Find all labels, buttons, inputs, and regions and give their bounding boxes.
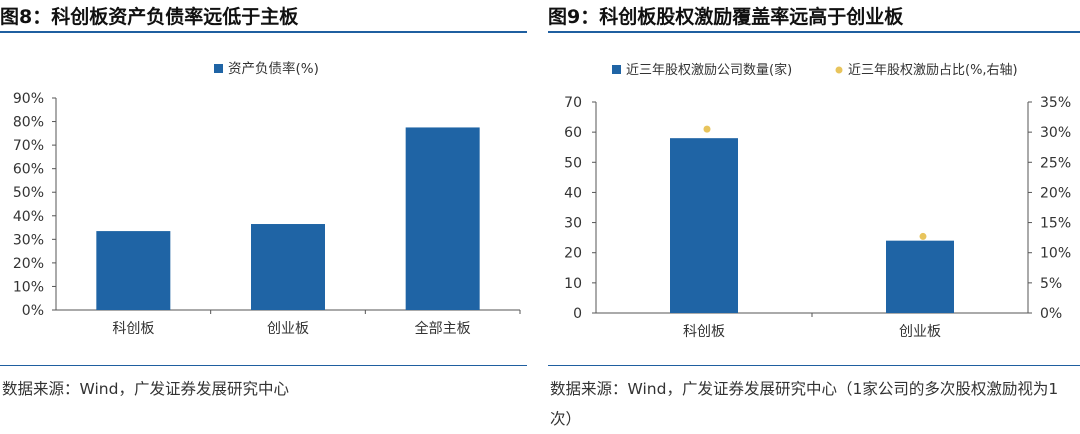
x-tick-label: 科创板 xyxy=(683,324,725,340)
figure-title: 图9：科创板股权激励覆盖率远高于创业板 xyxy=(548,6,904,28)
x-tick-label: 创业板 xyxy=(267,321,309,337)
y-tick-label: 50 xyxy=(564,155,582,171)
y-tick-label: 90% xyxy=(13,91,44,107)
y-tick-label: 60 xyxy=(564,125,582,141)
y-tick-label: 70 xyxy=(564,95,582,111)
y-tick-label: 0% xyxy=(22,303,44,319)
source-note: 数据来源：Wind，广发证券发展研究中心（1家公司的多次股权激励视为1次） xyxy=(550,380,1059,428)
y2-tick-label: 20% xyxy=(1040,185,1071,201)
bar xyxy=(96,231,171,310)
source-divider xyxy=(548,365,1080,366)
x-tick-label: 科创板 xyxy=(112,321,154,337)
figure-8: 图8：科创板资产负债率远低于主板 0% 10% 20% 30% 40% 50% 60% 70%… xyxy=(0,0,527,427)
debt-ratio-chart: 0% 10% 20% 30% 40% 50% 60% 70% 80% 90% 科创板 创业板 全部主板 资… xyxy=(13,60,521,337)
y-tick-label: 20 xyxy=(564,246,582,262)
y2-tick-label: 30% xyxy=(1040,125,1071,141)
y2-tick-label: 35% xyxy=(1040,95,1071,111)
figure-title: 图8：科创板资产负债率远低于主板 xyxy=(0,6,299,28)
y-tick-label: 50% xyxy=(13,185,44,201)
y2-tick-label: 0% xyxy=(1040,306,1062,322)
y-tick-label: 40% xyxy=(13,209,44,225)
legend-swatch xyxy=(214,64,223,73)
figure-9: 图9：科创板股权激励覆盖率远高于创业板 0 10 20 30 40 50 60 70 0% 5% 1… xyxy=(548,0,1080,428)
x-tick-label: 创业板 xyxy=(899,324,941,340)
y-tick-label: 80% xyxy=(13,115,44,131)
y2-tick-label: 25% xyxy=(1040,155,1071,171)
y-tick-label: 30 xyxy=(564,216,582,232)
source-note: 数据来源：Wind，广发证券发展研究中心 xyxy=(2,380,289,398)
y-tick-label: 70% xyxy=(13,138,44,154)
bar xyxy=(670,138,738,313)
y2-tick-label: 5% xyxy=(1040,276,1062,292)
legend-swatch xyxy=(612,65,621,74)
scatter-point xyxy=(919,232,927,240)
y2-tick-label: 15% xyxy=(1040,216,1071,232)
title-divider xyxy=(0,31,527,33)
legend-swatch xyxy=(835,66,843,74)
y-tick-label: 40 xyxy=(564,185,582,201)
bar xyxy=(405,127,480,310)
y-tick-label: 10 xyxy=(564,276,582,292)
y-tick-label: 60% xyxy=(13,162,44,178)
legend-label: 资产负债率(%) xyxy=(228,60,319,77)
source-divider xyxy=(0,365,527,366)
bar xyxy=(886,240,954,313)
x-tick-label: 全部主板 xyxy=(415,320,471,337)
y-tick-label: 30% xyxy=(13,232,44,248)
bar xyxy=(251,224,325,310)
y-tick-label: 10% xyxy=(13,279,44,295)
title-divider xyxy=(548,31,1080,33)
y-tick-label: 0 xyxy=(573,306,582,322)
scatter-point xyxy=(703,125,711,133)
y-tick-label: 20% xyxy=(13,256,44,272)
y2-tick-label: 10% xyxy=(1040,246,1071,262)
equity-incentive-chart: 0 10 20 30 40 50 60 70 0% 5% 10% 15% 20% 25% 30% 35% 科创板… xyxy=(564,62,1071,340)
legend-label: 近三年股权激励占比(%,右轴) xyxy=(848,62,1018,78)
legend-label: 近三年股权激励公司数量(家) xyxy=(626,62,792,78)
